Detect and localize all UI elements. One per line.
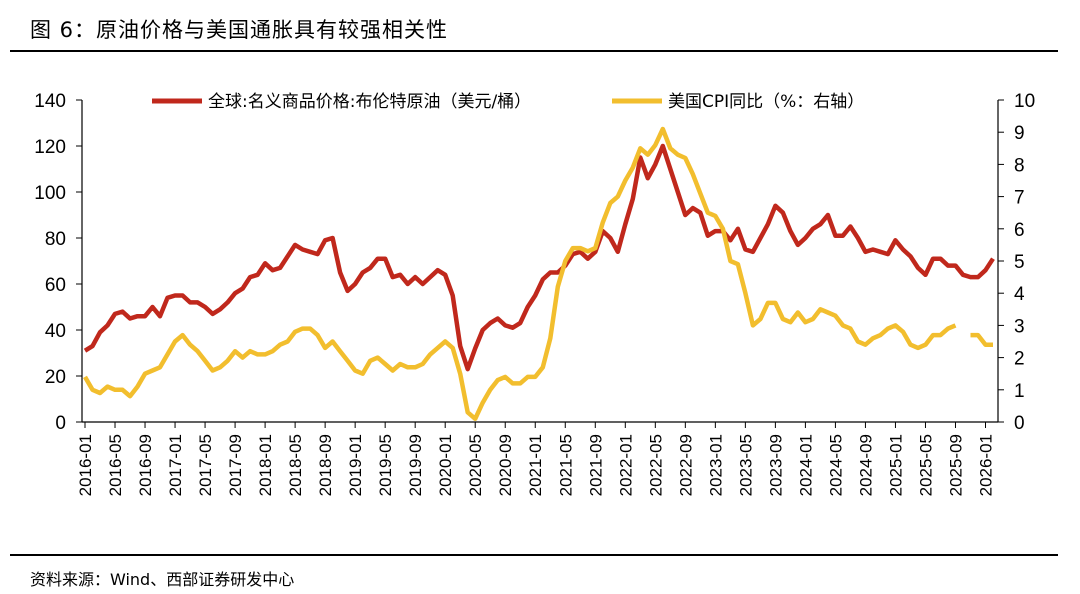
x-tick-label: 2025-01 <box>886 434 905 496</box>
x-tick-label: 2021-09 <box>586 434 605 496</box>
x-tick-label: 2022-01 <box>616 434 635 496</box>
y-right-tick-label: 3 <box>1014 316 1025 337</box>
y-right-tick-label: 6 <box>1014 220 1025 241</box>
series-line-brent <box>83 143 995 372</box>
x-tick-label: 2017-01 <box>166 434 185 496</box>
y-left-tick-label: 120 <box>34 137 66 158</box>
x-tick-label: 2016-09 <box>136 434 155 496</box>
x-tick-label: 2020-09 <box>496 434 515 496</box>
x-tick-label: 2023-09 <box>766 434 785 496</box>
y-right-tick-label: 8 <box>1014 155 1025 176</box>
y-left-tick-label: 140 <box>34 91 66 112</box>
y-left-tick-label: 80 <box>45 229 66 250</box>
source-note: 资料来源：Wind、西部证券研发中心 <box>30 570 295 589</box>
y-right-tick-label: 1 <box>1014 381 1025 402</box>
y-left-tick-label: 40 <box>45 321 66 342</box>
x-tick-label: 2024-05 <box>826 434 845 496</box>
x-tick-label: 2020-01 <box>436 434 455 496</box>
legend: 全球:名义商品价格:布伦特原油（美元/桶） 美国CPI同比（%：右轴） <box>152 92 864 112</box>
title-rule <box>10 50 1058 52</box>
x-tick-label: 2016-05 <box>106 434 125 496</box>
x-tick-label: 2018-01 <box>256 434 275 496</box>
x-tick-label: 2020-05 <box>466 434 485 496</box>
x-tick-label: 2023-01 <box>706 434 725 496</box>
x-tick-label: 2021-05 <box>556 434 575 496</box>
x-tick-label: 2017-05 <box>196 434 215 496</box>
legend-label-brent: 全球:名义商品价格:布伦特原油（美元/桶） <box>208 92 531 112</box>
y-left-tick-label: 100 <box>34 183 66 204</box>
figure-title: 图 6：原油价格与美国通胀具有较强相关性 <box>30 18 449 42</box>
y-right-tick-label: 7 <box>1014 188 1025 209</box>
x-tick-label: 2025-05 <box>916 434 935 496</box>
y-right-tick-label: 9 <box>1014 123 1025 144</box>
x-tick-label: 2026-01 <box>976 434 995 496</box>
x-tick-label: 2017-09 <box>226 434 245 496</box>
x-tick-label: 2016-01 <box>76 434 95 496</box>
y-right-tick-label: 5 <box>1014 252 1025 273</box>
x-tick-label: 2019-01 <box>346 434 365 496</box>
y-left-tick-label: 20 <box>45 367 66 388</box>
x-tick-label: 2023-05 <box>736 434 755 496</box>
y-right-tick-label: 4 <box>1014 284 1025 305</box>
y-right-tick-label: 10 <box>1014 91 1035 112</box>
y-right-tick-label: 0 <box>1014 413 1025 434</box>
y-left-tick-label: 60 <box>45 275 66 296</box>
y-right-tick-label: 2 <box>1014 349 1025 370</box>
x-tick-label: 2022-09 <box>676 434 695 496</box>
x-tick-label: 2018-09 <box>316 434 335 496</box>
x-tick-label: 2021-01 <box>526 434 545 496</box>
source-rule <box>10 554 1058 556</box>
x-tick-label: 2019-05 <box>376 434 395 496</box>
series-layer <box>83 126 995 422</box>
legend-label-cpi: 美国CPI同比（%：右轴） <box>668 92 864 112</box>
x-tick-label: 2024-09 <box>856 434 875 496</box>
x-tick-label: 2025-09 <box>946 434 965 496</box>
x-tick-label: 2018-05 <box>286 434 305 496</box>
y-left-tick-label: 0 <box>55 413 66 434</box>
x-tick-label: 2019-09 <box>406 434 425 496</box>
series-line-cpi <box>83 126 993 422</box>
x-tick-label: 2024-01 <box>796 434 815 496</box>
x-tick-label: 2022-05 <box>646 434 665 496</box>
axes: 0 20 40 60 80 100 120 140 0 1 2 3 4 5 6 7 8 9 10 2016-01 201… <box>34 91 1035 496</box>
